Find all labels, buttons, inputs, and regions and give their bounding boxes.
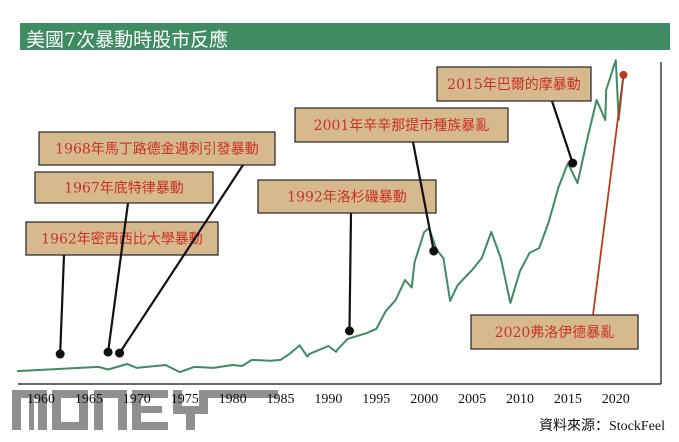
watermark-block xyxy=(103,390,125,398)
x-tick-label: 2005 xyxy=(458,392,486,407)
event-label-text: 1992年洛杉磯暴動 xyxy=(287,190,407,206)
watermark-block xyxy=(52,390,88,398)
x-tick-label: 2000 xyxy=(410,392,438,407)
x-tick-label: 2015 xyxy=(554,392,582,407)
x-tick-label: 2010 xyxy=(506,392,534,407)
x-tick-label: 1980 xyxy=(219,392,247,407)
event-leader-line xyxy=(592,74,625,316)
watermark-block xyxy=(79,390,88,430)
watermark-block xyxy=(12,390,21,430)
event-label-text: 2015年巴爾的摩暴動 xyxy=(447,76,581,93)
event-label-box: 2020弗洛伊德暴亂 xyxy=(470,314,639,350)
event-marker xyxy=(344,326,354,336)
watermark-block xyxy=(21,390,41,398)
watermark-block xyxy=(118,390,127,430)
event-label-box: 2015年巴爾的摩暴動 xyxy=(436,66,592,102)
watermark-block xyxy=(52,422,88,430)
series-line xyxy=(17,59,625,374)
event-label-text: 1967年底特律暴動 xyxy=(64,181,184,197)
event-marker xyxy=(429,246,439,256)
x-tick-label: 1975 xyxy=(171,392,199,407)
event-leader-line xyxy=(550,100,574,164)
event-label-box: 1967年底特律暴動 xyxy=(34,171,214,204)
event-label-text: 2020弗洛伊德暴亂 xyxy=(495,325,615,341)
event-label-box: 2001年辛辛那提市種族暴亂 xyxy=(294,107,509,143)
event-label-background xyxy=(294,107,509,143)
watermark-block xyxy=(208,390,278,398)
x-tick-label: 1990 xyxy=(314,392,342,407)
watermark-block xyxy=(94,390,103,430)
x-tick-label: 1960 xyxy=(27,392,55,407)
chart-title: 美國7次暴動時股市反應 xyxy=(26,29,229,51)
event-label-text: 1968年馬丁路德金遇刺引發暴動 xyxy=(55,142,259,158)
event-label-box: 1968年馬丁路德金遇刺引發暴動 xyxy=(38,131,276,166)
watermark-block xyxy=(186,406,195,430)
watermark-block xyxy=(38,390,47,430)
watermark-block xyxy=(132,390,168,398)
event-leader-line xyxy=(59,254,66,355)
event-marker xyxy=(115,348,125,358)
x-tick-label: 1985 xyxy=(267,392,295,407)
x-tick-label: 2020 xyxy=(602,392,630,407)
watermark-block xyxy=(29,398,34,430)
event-leader-line xyxy=(348,212,353,331)
event-label-background xyxy=(34,171,214,204)
event-label-text: 1962年密西西比大學暴動 xyxy=(41,231,203,248)
event-marker xyxy=(568,158,578,168)
event-label-background xyxy=(436,66,592,102)
event-label-background xyxy=(470,314,639,350)
watermark-block xyxy=(199,390,208,412)
event-leader-line xyxy=(411,141,435,252)
watermark-block xyxy=(173,390,182,412)
watermark-logo xyxy=(12,390,278,430)
watermark-block xyxy=(132,422,168,430)
event-marker xyxy=(55,349,65,359)
event-marker xyxy=(619,70,628,79)
title-bar: 美國7次暴動時股市反應 xyxy=(20,23,670,51)
x-tick-label: 1965 xyxy=(75,392,103,407)
event-label-box: 1992年洛杉磯暴動 xyxy=(257,179,437,214)
event-leader-line xyxy=(118,164,244,354)
event-leader-line xyxy=(106,202,130,353)
event-label-text: 2001年辛辛那提市種族暴亂 xyxy=(314,117,490,134)
event-label-background xyxy=(257,179,437,214)
watermark-block xyxy=(132,406,162,413)
watermark-block xyxy=(52,390,61,430)
event-marker xyxy=(103,347,113,357)
event-label-background xyxy=(38,131,276,166)
source-note: 資料來源：StockFeel xyxy=(539,419,665,434)
x-tick-label: 1970 xyxy=(123,392,151,407)
x-tick-label: 1995 xyxy=(362,392,390,407)
